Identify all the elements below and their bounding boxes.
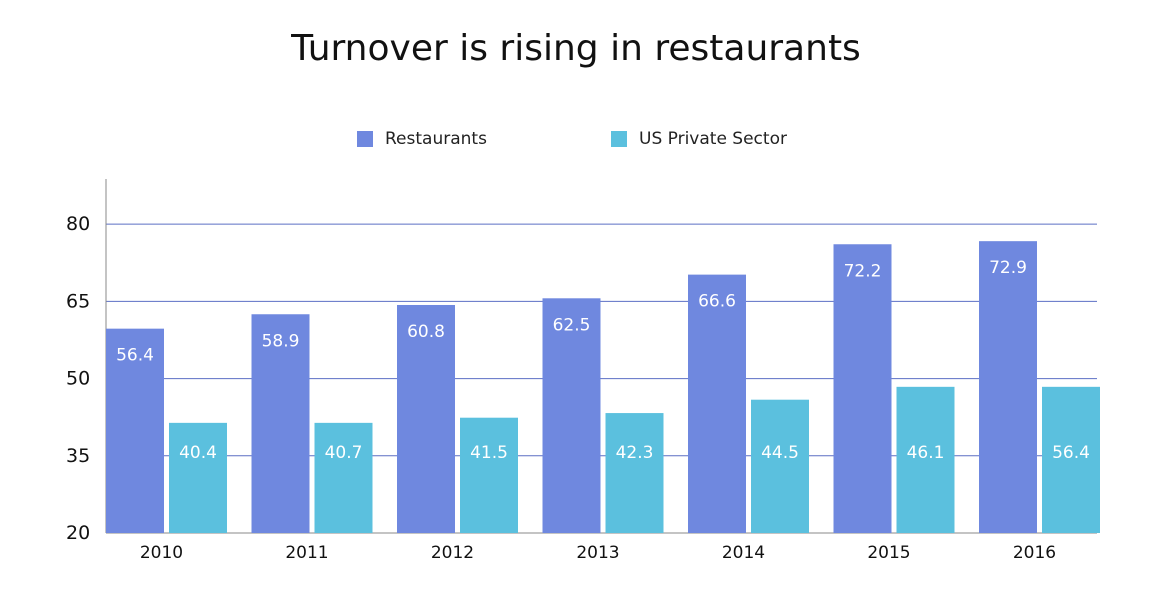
bar-private-sector: [751, 399, 809, 533]
legend-item-restaurants: Restaurants: [357, 128, 487, 150]
bar-restaurants: [979, 241, 1037, 533]
bar-private-sector: [896, 386, 955, 533]
data-label-restaurants: 72.9: [989, 258, 1027, 278]
bar-restaurants: [397, 304, 455, 533]
bar-restaurants: [833, 244, 892, 533]
data-label-private-sector: 46.1: [907, 443, 945, 463]
bar-private-sector: [460, 417, 518, 533]
y-tick-label: 35: [66, 445, 90, 467]
data-label-private-sector: 40.4: [179, 443, 217, 463]
x-tick-label: 2014: [722, 543, 765, 563]
y-tick-label: 50: [66, 368, 90, 390]
data-label-restaurants: 72.2: [844, 261, 882, 281]
x-tick-label: 2012: [431, 543, 474, 563]
legend-swatch-restaurants: [357, 131, 373, 147]
data-label-restaurants: 56.4: [116, 346, 154, 366]
bar-private-sector: [169, 422, 227, 533]
data-label-restaurants: 58.9: [262, 331, 300, 351]
data-label-restaurants: 66.6: [698, 292, 736, 312]
bar-private-sector: [1042, 386, 1100, 533]
bar-restaurants: [106, 328, 164, 533]
legend-swatch-private-sector: [611, 131, 627, 147]
legend-item-private-sector: US Private Sector: [611, 128, 787, 150]
bar-private-sector: [605, 413, 664, 533]
x-tick-label: 2015: [867, 543, 910, 563]
legend-label-restaurants: Restaurants: [385, 129, 487, 149]
data-label-private-sector: 44.5: [761, 443, 799, 463]
data-label-private-sector: 41.5: [470, 443, 508, 463]
x-tick-label: 2013: [576, 543, 619, 563]
bar-restaurants: [688, 274, 746, 533]
bar-restaurants: [542, 298, 601, 533]
y-tick-label: 20: [66, 522, 90, 544]
x-tick-label: 2011: [285, 543, 328, 563]
data-label-private-sector: 42.3: [616, 443, 654, 463]
y-tick-label: 80: [66, 213, 90, 235]
data-label-private-sector: 56.4: [1052, 443, 1090, 463]
bar-restaurants: [251, 314, 310, 533]
data-label-restaurants: 62.5: [553, 315, 591, 335]
legend-label-private-sector: US Private Sector: [639, 129, 787, 149]
bar-private-sector: [314, 422, 373, 533]
x-tick-label: 2016: [1013, 543, 1056, 563]
y-tick-label: 65: [66, 290, 90, 312]
data-label-restaurants: 60.8: [407, 322, 445, 342]
data-label-private-sector: 40.7: [325, 443, 363, 463]
chart-title: Turnover is rising in restaurants: [291, 28, 861, 69]
x-tick-label: 2010: [140, 543, 183, 563]
